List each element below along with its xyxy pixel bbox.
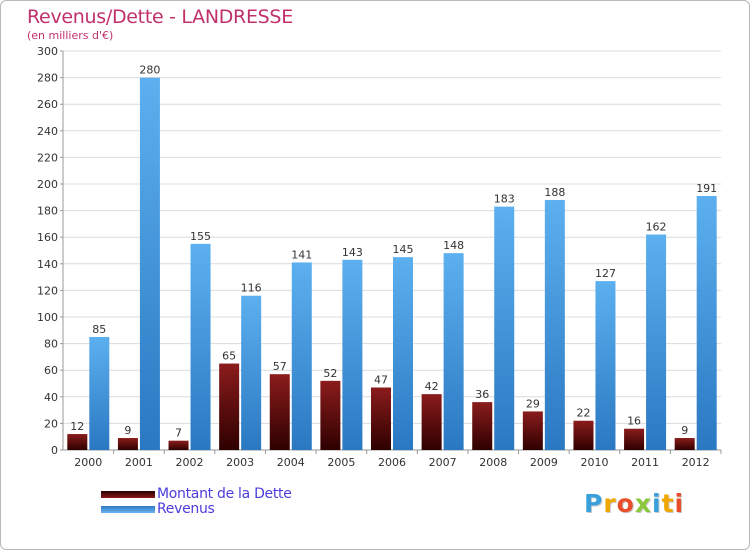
x-tick-label: 2007 — [429, 456, 457, 469]
data-label-revenus: 183 — [494, 193, 515, 206]
data-label-dette: 16 — [627, 415, 641, 428]
data-label-dette: 22 — [576, 407, 590, 420]
logo-letter: i — [652, 489, 662, 518]
x-tick-label: 2005 — [327, 456, 355, 469]
bar-revenus — [595, 281, 616, 450]
bar-revenus — [190, 243, 211, 450]
x-tick-label: 2002 — [176, 456, 204, 469]
data-label-revenus: 148 — [443, 239, 464, 252]
bar-dette — [320, 380, 341, 450]
data-label-revenus: 141 — [291, 248, 312, 261]
proxiti-logo: Proxiti — [584, 489, 684, 518]
logo-letter: i — [674, 489, 685, 518]
bar-revenus — [544, 199, 565, 450]
data-label-revenus: 188 — [544, 186, 565, 199]
x-tick-label: 2004 — [277, 456, 305, 469]
data-label-revenus: 280 — [139, 64, 160, 77]
data-label-revenus: 155 — [190, 230, 211, 243]
bar-revenus — [443, 253, 464, 450]
data-label-dette: 29 — [526, 397, 540, 410]
y-tick-label: 240 — [37, 125, 58, 138]
x-tick-label: 2003 — [226, 456, 254, 469]
legend-label-revenus: Revenus — [157, 501, 215, 517]
chart-subtitle: (en milliers d'€) — [27, 29, 114, 42]
data-label-revenus: 191 — [696, 182, 717, 195]
bar-revenus — [646, 234, 667, 450]
data-label-dette: 47 — [374, 373, 388, 386]
x-tick-label: 2010 — [580, 456, 608, 469]
data-label-dette: 9 — [124, 424, 131, 437]
y-tick-label: 280 — [37, 72, 58, 85]
logo-letter: P — [584, 489, 604, 518]
bar-revenus — [494, 206, 515, 450]
bar-dette — [219, 363, 240, 450]
data-label-revenus: 162 — [646, 221, 667, 234]
bar-dette — [269, 374, 290, 450]
logo-letter: x — [634, 489, 652, 518]
bar-dette — [117, 438, 138, 450]
bar-revenus — [291, 262, 312, 450]
x-tick-label: 2009 — [530, 456, 558, 469]
data-label-revenus: 85 — [92, 323, 106, 336]
bar-dette — [168, 440, 189, 450]
bar-dette — [421, 394, 442, 450]
bar-revenus — [139, 77, 160, 450]
y-tick-label: 20 — [44, 417, 58, 430]
bar-dette — [67, 434, 88, 450]
data-label-dette: 52 — [323, 367, 337, 380]
bar-dette — [573, 420, 594, 450]
data-label-dette: 57 — [273, 360, 287, 373]
bar-revenus — [241, 295, 262, 450]
data-label-dette: 12 — [70, 420, 84, 433]
bar-revenus — [393, 257, 413, 450]
bar-dette — [624, 428, 645, 450]
data-label-revenus: 116 — [241, 282, 262, 295]
y-tick-label: 220 — [37, 151, 58, 164]
y-tick-label: 120 — [37, 284, 58, 297]
legend-swatch-revenus — [101, 506, 155, 513]
data-label-dette: 7 — [175, 427, 182, 440]
y-tick-label: 160 — [37, 231, 58, 244]
bar-revenus — [342, 259, 363, 450]
x-tick-label: 2006 — [378, 456, 406, 469]
data-label-revenus: 143 — [342, 246, 363, 259]
data-label-dette: 42 — [425, 380, 439, 393]
bar-dette — [674, 438, 695, 450]
x-tick-label: 2000 — [74, 456, 102, 469]
y-tick-label: 0 — [51, 444, 58, 457]
logo-letter: o — [616, 489, 635, 518]
data-label-dette: 36 — [475, 388, 489, 401]
y-tick-label: 40 — [44, 391, 58, 404]
bar-revenus — [696, 195, 717, 450]
bar-dette — [472, 402, 493, 450]
y-tick-label: 60 — [44, 364, 58, 377]
y-tick-label: 300 — [37, 45, 58, 58]
bar-dette — [371, 387, 391, 450]
data-label-revenus: 145 — [393, 243, 414, 256]
x-tick-label: 2001 — [125, 456, 153, 469]
bar-dette — [522, 411, 543, 450]
legend-swatch-dette — [101, 491, 155, 498]
chart-title: Revenus/Dette - LANDRESSE — [27, 6, 293, 28]
bar-revenus — [89, 336, 110, 450]
data-label-dette: 65 — [222, 350, 236, 363]
x-tick-label: 2012 — [682, 456, 710, 469]
logo-letter: t — [661, 489, 675, 518]
y-tick-label: 180 — [37, 205, 58, 218]
y-tick-label: 200 — [37, 178, 58, 191]
y-tick-label: 260 — [37, 98, 58, 111]
y-tick-label: 100 — [37, 311, 58, 324]
x-tick-label: 2011 — [631, 456, 659, 469]
logo-letter: r — [603, 489, 617, 518]
x-tick-label: 2008 — [479, 456, 507, 469]
data-label-dette: 9 — [681, 424, 688, 437]
data-label-revenus: 127 — [595, 267, 616, 280]
y-tick-label: 140 — [37, 258, 58, 271]
legend-label-dette: Montant de la Dette — [157, 486, 292, 502]
y-tick-label: 80 — [44, 338, 58, 351]
